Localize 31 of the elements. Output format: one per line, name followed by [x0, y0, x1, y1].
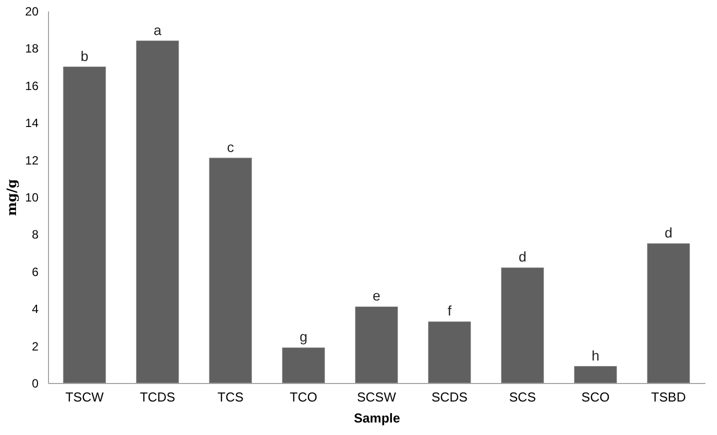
y-tick-label: 18	[25, 42, 39, 56]
data-label: g	[300, 328, 308, 345]
data-label: e	[372, 288, 381, 304]
y-tick-label: 10	[25, 190, 39, 204]
data-label: d	[518, 248, 526, 265]
x-tick-label: SCSW	[357, 390, 397, 404]
x-tick-label: TSCW	[65, 390, 104, 404]
y-tick-label: 8	[32, 228, 39, 242]
x-tick-label: TCS	[218, 390, 244, 404]
y-tick-label: 14	[25, 116, 39, 130]
y-tick-label: 12	[25, 153, 39, 168]
x-tick-label: SCO	[581, 390, 610, 404]
x-tick-label: SCDS	[431, 390, 468, 404]
data-label: c	[227, 138, 234, 155]
y-tick-label: 20	[25, 4, 39, 18]
x-axis-title: Sample	[354, 410, 400, 426]
x-tick-label: TSBD	[651, 390, 686, 404]
data-label: h	[592, 347, 600, 364]
y-tick-label: 16	[25, 78, 39, 93]
x-tick-label: TCO	[290, 390, 318, 404]
y-tick-label: 0	[32, 376, 39, 390]
y-tick-label: 4	[32, 302, 39, 316]
y-tick-label: 6	[32, 264, 39, 279]
data-label: f	[448, 302, 452, 319]
data-label: d	[664, 224, 672, 240]
x-tick-label: SCS	[509, 390, 536, 404]
x-tick-label: TCDS	[140, 390, 176, 404]
y-axis-title: mg/g	[5, 179, 20, 216]
data-label: a	[154, 22, 162, 38]
data-label: b	[80, 48, 89, 64]
y-tick-label: 2	[32, 339, 39, 354]
